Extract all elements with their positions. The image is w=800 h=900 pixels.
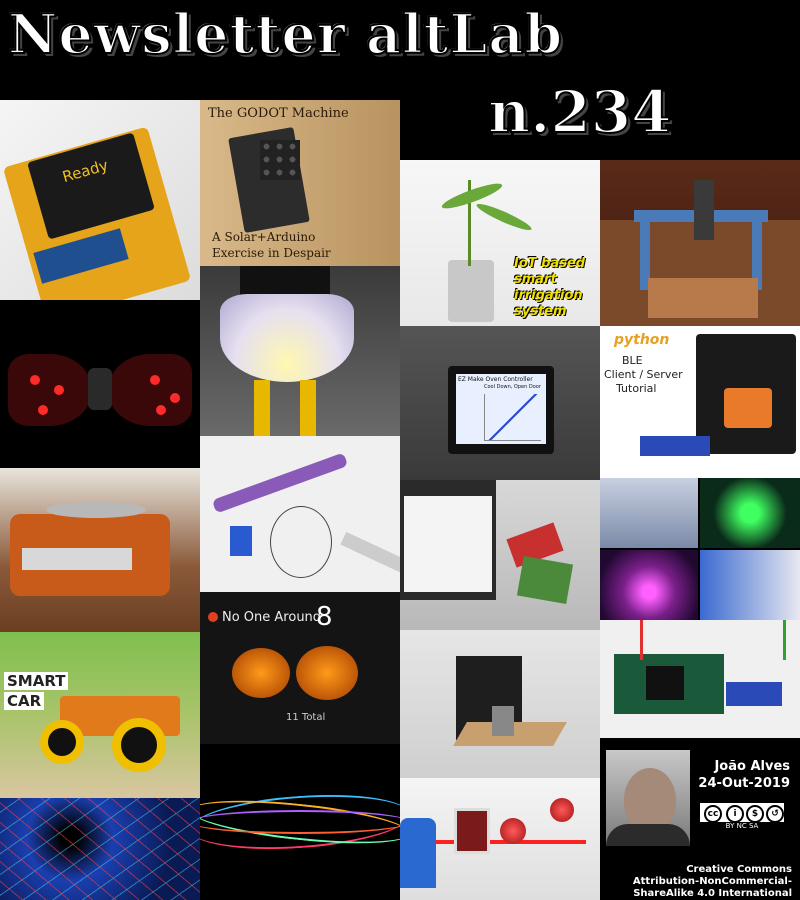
tile-laptop-board: [400, 480, 600, 630]
smart-car-line-2: CAR: [4, 692, 45, 710]
oven-title: EZ Make Oven Controller: [458, 376, 533, 383]
oven-status: Cool Down, Open Door: [484, 384, 541, 390]
tile-oled-board: Ready: [0, 100, 200, 300]
tile-laser-render: [400, 778, 600, 900]
cc-icon: cc: [704, 805, 722, 823]
tile-cnc-machine: [600, 160, 800, 326]
newsletter-title: Newsletter altLab: [7, 1, 564, 67]
license-line-3: ShareAlike 4.0 International: [633, 888, 792, 899]
cc-license-badge[interactable]: cc i $ ↺ BY NC SA: [698, 801, 786, 833]
issue-date: 24-Out-2019: [698, 776, 790, 791]
tile-drawing-robot: [200, 436, 400, 592]
tile-orange-radio: [0, 468, 200, 632]
godot-title: The GODOT Machine: [208, 106, 349, 121]
tile-lab-collage: [600, 478, 800, 620]
issue-number: n.234: [487, 77, 672, 147]
ble-line-2: Client / Server: [604, 368, 683, 381]
irrigation-line-1: IoT based: [514, 256, 586, 271]
smart-car-line-1: SMART: [4, 672, 69, 690]
nc-icon: $: [746, 805, 764, 823]
godot-subtitle-2: Exercise in Despair: [212, 246, 331, 260]
credit-panel: João Alves 24-Out-2019 cc i $ ↺ BY NC SA…: [600, 738, 800, 900]
cc-badge-text: BY NC SA: [700, 822, 784, 831]
tile-pumpkin-counter: No One Around 8 11 Total: [200, 592, 400, 744]
pumpkin-label: No One Around: [222, 610, 322, 625]
tile-irrigation: IoT based smart irrigation system: [400, 160, 600, 326]
irrigation-line-2: smart: [514, 272, 557, 287]
ble-line-1: BLE: [622, 354, 643, 367]
tile-3d-printer-render: [400, 630, 600, 778]
irrigation-line-3: irrigation: [514, 288, 583, 303]
pumpkin-count: 8: [316, 602, 333, 632]
irrigation-line-4: system: [514, 304, 567, 319]
tile-fpga-board: [600, 620, 800, 738]
tile-led-skirt: [200, 266, 400, 436]
sa-icon: ↺: [766, 805, 784, 823]
author-photo: [606, 750, 690, 846]
ble-brand: python: [614, 332, 670, 348]
license-line-1: Creative Commons: [686, 864, 792, 875]
tile-godot-machine: The GODOT Machine A Solar+Arduino Exerci…: [200, 100, 400, 266]
tile-string-art: [0, 798, 200, 900]
ble-line-3: Tutorial: [616, 382, 657, 395]
by-icon: i: [726, 805, 744, 823]
tile-ble-tutorial: python BLE Client / Server Tutorial: [600, 326, 800, 478]
author-name: João Alves: [714, 759, 790, 774]
tile-wave-lines: [200, 744, 400, 900]
tile-led-bowtie: [0, 300, 200, 468]
tile-smart-car: SMART CAR: [0, 632, 200, 798]
pumpkin-total: 11 Total: [286, 712, 326, 723]
license-line-2: Attribution-NonCommercial-: [632, 876, 792, 887]
tile-oven-controller: EZ Make Oven Controller Cool Down, Open …: [400, 326, 600, 480]
godot-subtitle-1: A Solar+Arduino: [212, 230, 316, 244]
